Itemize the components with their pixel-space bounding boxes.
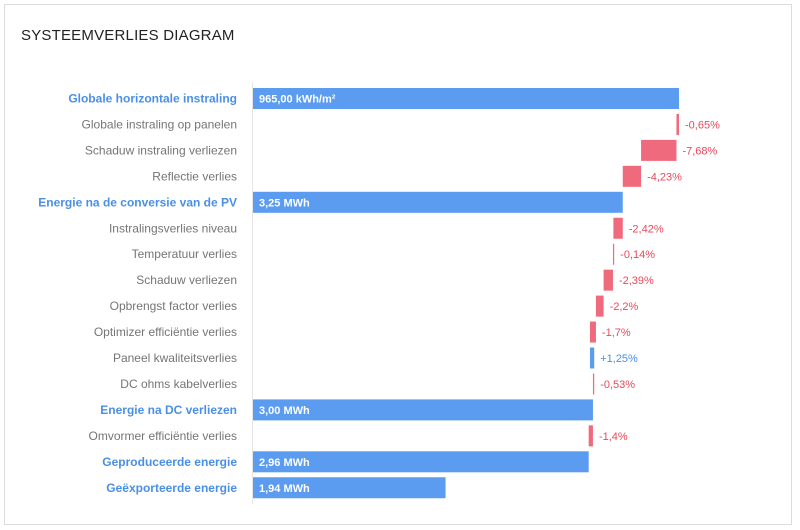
step-value-label: -1,7% [602, 327, 631, 339]
loss-bar [589, 321, 596, 343]
loss-bar [595, 295, 604, 317]
row-label: Temperatuur verlies [132, 247, 237, 261]
total-bar-value: 3,25 MWh [259, 197, 310, 209]
row-label: Paneel kwaliteitsverlies [113, 351, 237, 365]
row-label: Energie na de conversie van de PV [38, 195, 237, 209]
row-label: Optimizer efficiëntie verlies [94, 325, 237, 339]
step-value-label: -1,4% [599, 431, 628, 443]
total-bar [253, 399, 593, 421]
chart-title: SYSTEEMVERLIES DIAGRAM [21, 27, 235, 44]
row-label: Geëxporteerde energie [106, 481, 237, 495]
total-bar [253, 88, 679, 109]
row-label: Schaduw verliezen [136, 273, 237, 287]
chart-rows: Globale horizontale instraling 965,00 kWh… [38, 88, 720, 499]
loss-bar [603, 269, 613, 291]
step-value-label: -0,53% [600, 379, 635, 391]
chart-card: SYSTEEMVERLIES DIAGRAM Globale horizonta… [4, 4, 792, 525]
row-label: DC ohms kabelverlies [120, 377, 237, 391]
row-label: Reflectie verlies [152, 169, 237, 183]
loss-bar [676, 113, 679, 135]
row-label: Opbrengst factor verlies [110, 299, 237, 313]
row-label: Geproduceerde energie [102, 455, 237, 469]
step-value-label: -2,39% [619, 275, 654, 287]
loss-bar [592, 373, 595, 395]
row-label: Schaduw instraling verliezen [85, 143, 237, 157]
total-bar-value: 2,96 MWh [259, 457, 310, 469]
total-bar-value: 1,94 MWh [259, 483, 310, 495]
waterfall-chart: Globale horizontale instraling 965,00 kWh… [38, 82, 720, 505]
row-label: Omvormer efficiëntie verlies [89, 429, 238, 443]
loss-bar [641, 139, 677, 161]
step-value-label: -7,68% [682, 145, 717, 157]
loss-bar [622, 165, 642, 187]
loss-bar [612, 243, 615, 265]
gain-bar [589, 347, 595, 369]
step-value-label: -4,23% [647, 171, 682, 183]
row-label: Instralingsverlies niveau [109, 221, 237, 235]
step-value-label: +1,25% [600, 353, 638, 365]
total-bar-value: 3,00 MWh [259, 405, 310, 417]
step-value-label: -2,2% [610, 301, 639, 313]
row-label: Globale instraling op panelen [82, 117, 237, 131]
loss-bar [588, 425, 593, 447]
step-value-label: -0,14% [620, 249, 655, 261]
row-label: Globale horizontale instraling [68, 92, 237, 106]
row-label: Energie na DC verliezen [100, 403, 237, 417]
step-value-label: -2,42% [629, 223, 664, 235]
total-bar [253, 451, 589, 473]
loss-bar [613, 217, 623, 239]
step-value-label: -0,65% [685, 119, 720, 131]
total-bar [253, 191, 623, 213]
total-bar-value: 965,00 kWh/m² [259, 94, 336, 106]
total-bar [253, 477, 446, 499]
